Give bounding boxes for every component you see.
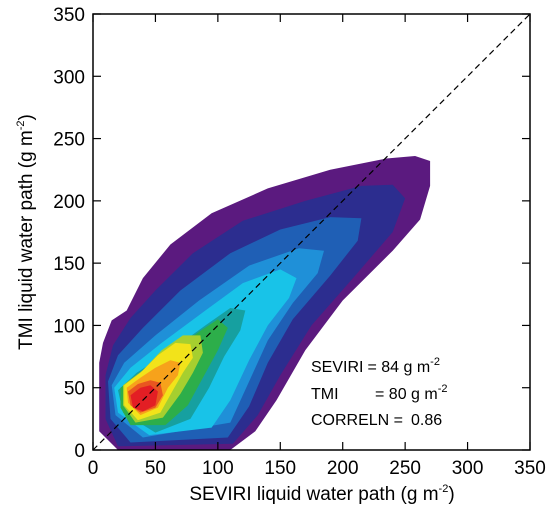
x-tick-label: 200	[327, 458, 359, 479]
y-tick-label: 0	[74, 441, 85, 462]
one-to-one-line	[92, 13, 531, 451]
y-tick-label: 300	[53, 67, 85, 88]
axis-ticks: 0 50 100 150 200 250 300 350 0 50 100 150 200 250 300 3…	[53, 5, 546, 479]
y-axis-label: TMI liquid water path (g m-2)	[15, 114, 37, 350]
y-tick-label: 150	[53, 254, 85, 275]
x-tick-label: 100	[202, 458, 234, 479]
x-tick-label: 50	[145, 458, 166, 479]
y-tick-label: 100	[53, 316, 85, 337]
x-tick-label: 0	[88, 458, 99, 479]
stats-annotation: SEVIRI = 84 g m-2 TMI = 80 g m-2 CORRELN =…	[311, 356, 447, 429]
correlation-stat: CORRELN = 0.86	[311, 412, 442, 429]
x-tick-label: 150	[264, 458, 296, 479]
contour-levels	[99, 156, 431, 450]
y-tick-label: 250	[53, 130, 85, 151]
seviri-stat: SEVIRI = 84 g m-2	[311, 356, 440, 376]
tmi-stat: TMI = 80 g m-2	[311, 383, 447, 403]
y-tick-label: 350	[53, 5, 85, 26]
x-tick-label: 300	[452, 458, 484, 479]
x-tick-label: 250	[389, 458, 421, 479]
x-tick-label: 350	[514, 458, 546, 479]
y-tick-label: 50	[64, 379, 85, 400]
plot-frame	[92, 13, 531, 451]
y-tick-label: 200	[53, 192, 85, 213]
x-axis-label: SEVIRI liquid water path (g m-2)	[189, 483, 454, 505]
